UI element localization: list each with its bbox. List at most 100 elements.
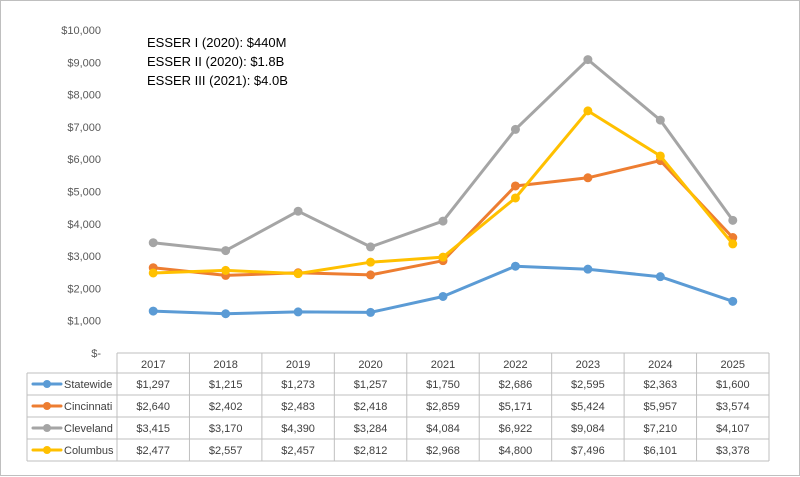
data-point-columbus (510, 193, 520, 203)
table-cell-value: $7,210 (644, 423, 678, 435)
table-cell-value: $2,557 (209, 445, 243, 457)
data-point-cincinnati (583, 173, 593, 183)
data-point-cleveland (148, 238, 158, 248)
table-cell-value: $3,415 (136, 423, 170, 435)
table-cell-value: $5,171 (499, 401, 533, 413)
legend-entry: Columbus (64, 445, 114, 457)
data-point-cleveland (655, 115, 665, 125)
table-cell-value: $2,859 (426, 401, 460, 413)
table-cell-value: $1,297 (136, 379, 170, 391)
table-cell-value: $1,257 (354, 379, 388, 391)
annotation-text: ESSER II (2020): $1.8B (147, 54, 284, 69)
series-line-columbus (151, 109, 735, 276)
table-cell-value: $6,101 (644, 445, 678, 457)
x-tick-label: 2025 (721, 359, 745, 371)
table-cell-value: $6,922 (499, 423, 533, 435)
x-tick-label: 2017 (141, 359, 165, 371)
table-cell-value: $5,424 (571, 401, 605, 413)
y-tick-label: $10,000 (61, 25, 101, 37)
annotation-text: ESSER I (2020): $440M (147, 35, 286, 50)
x-tick-label: 2018 (213, 359, 237, 371)
data-point-cincinnati (510, 181, 520, 191)
data-point-columbus (583, 106, 593, 116)
x-tick-label: 2020 (358, 359, 382, 371)
data-point-cleveland (510, 124, 520, 134)
table-cell-value: $2,477 (136, 445, 170, 457)
y-tick-label: $5,000 (67, 187, 101, 199)
table-cell-value: $3,284 (354, 423, 388, 435)
table-cell-value: $2,457 (281, 445, 315, 457)
legend-key-marker (43, 380, 51, 388)
table-cell-value: $4,800 (499, 445, 533, 457)
data-point-cincinnati (366, 270, 376, 280)
table-cell-value: $7,496 (571, 445, 605, 457)
table-cell-value: $2,812 (354, 445, 388, 457)
table-cell-value: $4,107 (716, 423, 750, 435)
table-cell-value: $2,640 (136, 401, 170, 413)
data-point-statewide (583, 264, 593, 274)
data-point-columbus (366, 257, 376, 267)
table-cell-value: $2,418 (354, 401, 388, 413)
x-tick-label: 2021 (431, 359, 455, 371)
data-point-cleveland (728, 215, 738, 225)
table-cell-value: $1,273 (281, 379, 315, 391)
table-cell-value: $1,750 (426, 379, 460, 391)
y-tick-label: $1,000 (67, 316, 101, 328)
legend-key-marker (43, 424, 51, 432)
table-cell-value: $2,363 (644, 379, 678, 391)
x-tick-label: 2019 (286, 359, 310, 371)
data-point-cleveland (293, 206, 303, 216)
x-tick-label: 2024 (648, 359, 672, 371)
series-lines (148, 55, 738, 319)
data-point-columbus (293, 269, 303, 279)
data-point-statewide (293, 307, 303, 317)
y-tick-label: $7,000 (67, 122, 101, 134)
data-point-columbus (221, 265, 231, 275)
data-point-columbus (148, 268, 158, 278)
y-tick-label: $9,000 (67, 57, 101, 69)
y-tick-label: $- (91, 348, 101, 360)
data-point-statewide (148, 306, 158, 316)
data-point-cleveland (438, 216, 448, 226)
data-point-cleveland (583, 55, 593, 65)
table-cell-value: $5,957 (644, 401, 678, 413)
x-tick-label: 2022 (503, 359, 527, 371)
table-cell-value: $3,574 (716, 401, 750, 413)
data-point-cleveland (366, 242, 376, 252)
table-cell-value: $9,084 (571, 423, 605, 435)
data-point-columbus (728, 239, 738, 249)
table-cell-value: $1,215 (209, 379, 243, 391)
data-point-statewide (366, 307, 376, 317)
legend-entry: Cincinnati (64, 401, 112, 413)
legend-key-marker (43, 446, 51, 454)
y-tick-label: $4,000 (67, 219, 101, 231)
data-point-columbus (438, 252, 448, 262)
x-tick-label: 2023 (576, 359, 600, 371)
annotation-text: ESSER III (2021): $4.0B (147, 73, 288, 88)
table-cell-value: $2,402 (209, 401, 243, 413)
data-point-statewide (221, 309, 231, 319)
y-axis: $- $1,000 $2,000 $3,000 $4,000 $5,000 $6,000 $7… (61, 25, 101, 360)
data-point-statewide (728, 296, 738, 306)
table-cell-value: $4,390 (281, 423, 315, 435)
table-cell-value: $2,483 (281, 401, 315, 413)
table-cell-value: $2,595 (571, 379, 605, 391)
table-cell-value: $1,600 (716, 379, 750, 391)
legend-entry: Statewide (64, 379, 112, 391)
table-cell-value: $2,968 (426, 445, 460, 457)
series-line-statewide (151, 264, 735, 316)
data-table: 2017 2018 2019 2020 2021 2022 2023 2024 2025 Stat… (26, 352, 770, 462)
data-point-statewide (655, 272, 665, 282)
legend-key-marker (43, 402, 51, 410)
table-cell-value: $3,378 (716, 445, 750, 457)
y-tick-label: $2,000 (67, 283, 101, 295)
data-point-columbus (655, 151, 665, 161)
y-tick-label: $6,000 (67, 154, 101, 166)
data-point-statewide (510, 261, 520, 271)
data-point-cleveland (221, 246, 231, 256)
table-cell-value: $4,084 (426, 423, 460, 435)
y-tick-label: $8,000 (67, 90, 101, 102)
y-tick-label: $3,000 (67, 251, 101, 263)
